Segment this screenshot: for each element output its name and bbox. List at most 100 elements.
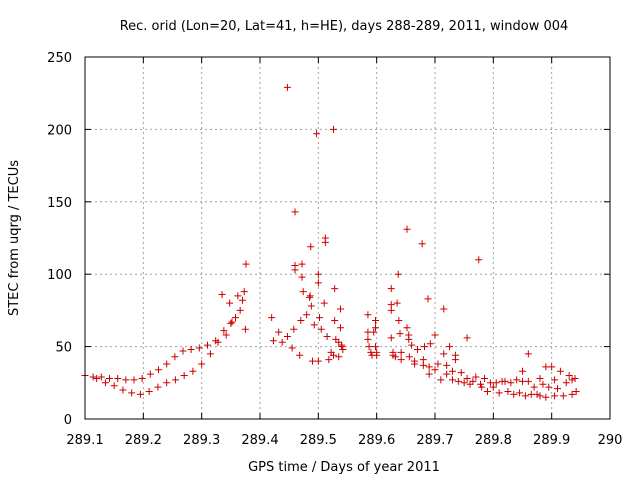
data-point — [332, 335, 340, 343]
data-point — [466, 380, 474, 388]
x-tick-label: 289.8 — [475, 433, 512, 448]
data-point — [565, 372, 573, 380]
x-tick-label: 289.6 — [358, 433, 395, 448]
data-points — [81, 83, 580, 401]
data-point — [414, 345, 421, 353]
data-point — [562, 379, 570, 387]
data-point — [475, 256, 483, 264]
data-point — [189, 367, 197, 375]
grid — [85, 57, 610, 419]
data-point — [314, 279, 322, 287]
data-point — [387, 334, 395, 342]
data-point — [364, 335, 372, 343]
data-point — [419, 356, 427, 364]
data-point — [101, 379, 109, 387]
data-point — [372, 343, 379, 351]
x-tick-label: 289.4 — [241, 433, 278, 448]
data-point — [492, 379, 500, 387]
chart-title: Rec. orid (Lon=20, Lat=41, h=HE), days 2… — [120, 19, 569, 34]
data-point — [477, 380, 484, 388]
data-point — [568, 390, 576, 398]
data-point — [316, 314, 323, 322]
data-point — [338, 343, 346, 351]
data-point — [222, 331, 230, 339]
data-point — [180, 372, 188, 380]
data-point — [119, 386, 127, 394]
data-point — [472, 373, 480, 381]
data-point — [443, 370, 451, 378]
data-point — [367, 348, 375, 356]
data-point — [335, 353, 343, 361]
data-point — [516, 389, 524, 397]
y-tick-label: 0 — [64, 413, 72, 428]
data-point — [572, 387, 580, 395]
data-point — [241, 325, 249, 333]
data-point — [303, 311, 311, 319]
data-point — [204, 341, 211, 349]
data-point — [424, 295, 432, 303]
data-point — [299, 288, 307, 296]
data-point — [283, 83, 291, 91]
data-point — [306, 292, 314, 300]
data-point — [425, 370, 433, 378]
data-point — [397, 348, 405, 356]
data-point — [495, 389, 503, 397]
data-point — [454, 377, 462, 385]
data-point — [440, 305, 448, 313]
data-point — [403, 324, 411, 332]
y-axis-label: STEC from uqrg / TECUs — [7, 160, 22, 316]
data-point — [365, 343, 373, 351]
data-point — [463, 334, 471, 342]
data-point — [524, 350, 532, 358]
data-point — [330, 125, 337, 133]
data-point — [397, 356, 405, 364]
data-point — [408, 341, 416, 349]
data-point — [218, 290, 226, 298]
data-point — [335, 338, 343, 346]
data-point — [323, 332, 331, 340]
data-point — [198, 360, 206, 368]
data-point — [449, 367, 456, 375]
data-point — [114, 374, 122, 382]
x-tick-label: 289.5 — [300, 433, 337, 448]
data-point — [317, 325, 325, 333]
y-tick-label: 200 — [47, 123, 72, 138]
data-point — [330, 351, 337, 359]
y-tick-label: 100 — [47, 268, 72, 283]
y-tick-label: 50 — [55, 341, 72, 356]
data-point — [370, 328, 378, 336]
data-point — [337, 305, 344, 313]
data-point — [291, 262, 299, 270]
data-point — [440, 350, 448, 358]
data-point — [283, 332, 291, 340]
data-point — [187, 345, 195, 353]
data-point — [405, 353, 413, 361]
axis-ticks: 289.1 289.2 289.3 289.4 289.5 289.6 289.7 289.8… — [47, 51, 622, 448]
data-point — [421, 343, 428, 351]
data-point — [536, 392, 544, 400]
data-point — [278, 338, 286, 346]
data-point — [314, 357, 322, 365]
data-point — [206, 350, 214, 358]
data-point — [155, 366, 162, 374]
x-tick-label: 289.9 — [533, 433, 570, 448]
data-point — [395, 317, 403, 325]
data-point — [451, 351, 459, 359]
data-point — [179, 347, 187, 355]
data-point — [425, 363, 433, 371]
data-point — [236, 306, 244, 314]
data-point — [437, 376, 445, 384]
data-point — [310, 321, 318, 329]
data-point — [337, 324, 344, 332]
data-point — [239, 296, 246, 304]
data-point — [145, 387, 153, 395]
data-point — [484, 387, 491, 395]
data-point — [542, 393, 550, 401]
x-axis-label: GPS time / Days of year 2011 — [248, 460, 440, 475]
data-point — [489, 383, 497, 391]
y-tick-label: 250 — [47, 51, 72, 66]
data-point — [269, 337, 277, 345]
data-point — [507, 379, 515, 387]
data-point — [154, 383, 162, 391]
data-point — [136, 390, 144, 398]
